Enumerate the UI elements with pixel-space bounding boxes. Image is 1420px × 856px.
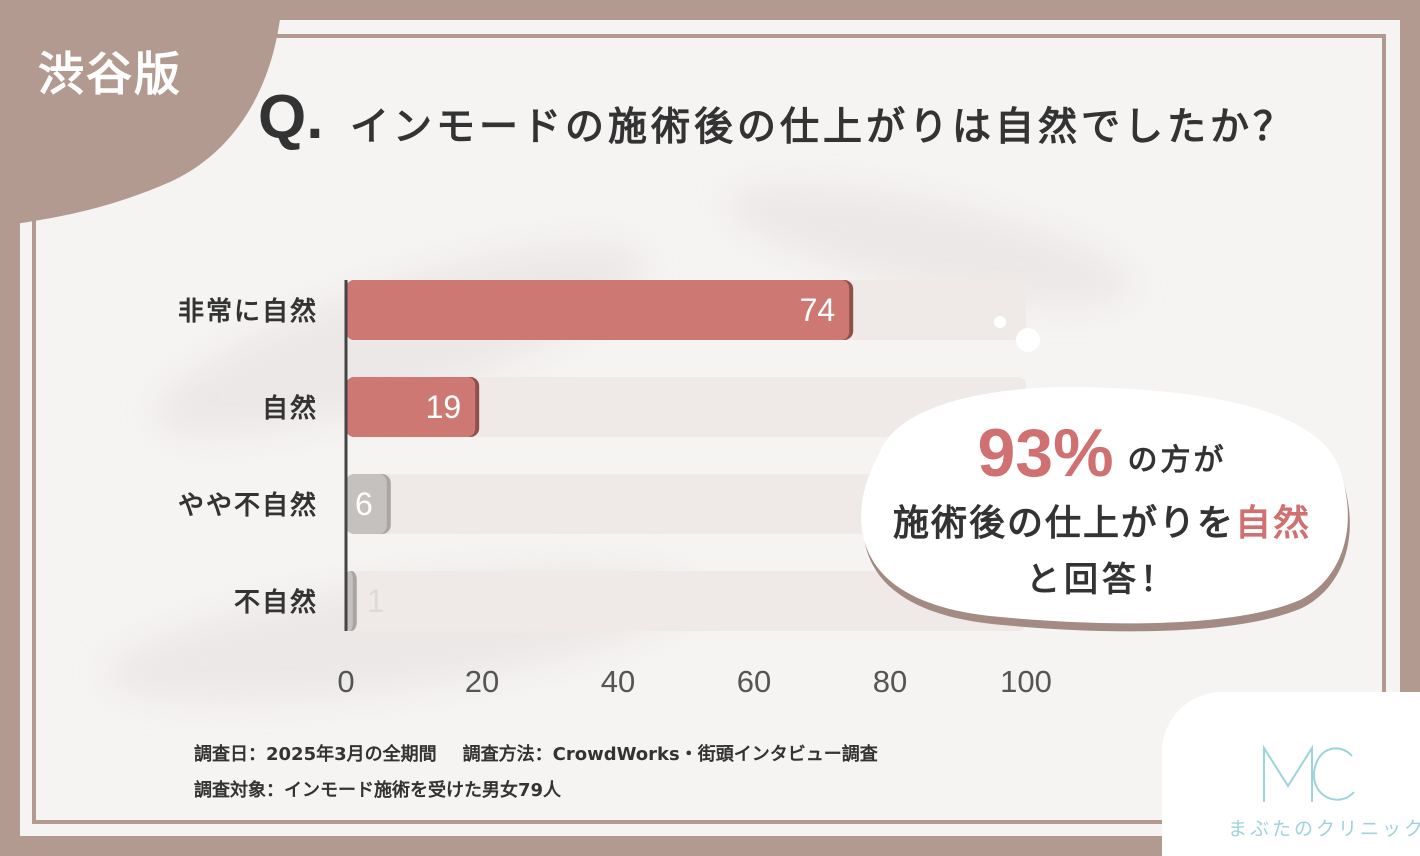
callout-line1: 93% の方が: [862, 414, 1342, 492]
bubble-dot: [1016, 328, 1040, 352]
x-tick-label: 40: [601, 664, 635, 699]
bar-value-label: 1: [367, 583, 385, 619]
survey-date: 調査日：2025年3月の全期間: [194, 744, 437, 765]
callout-line2-prefix: 施術後の仕上がりを: [892, 503, 1235, 544]
callout-highlight: 自然: [1235, 503, 1312, 544]
bar-value-label: 6: [355, 486, 373, 522]
x-tick-label: 100: [1000, 664, 1052, 699]
category-label: 自然: [262, 393, 318, 424]
callout-line1-rest: の方が: [1127, 443, 1227, 478]
x-tick-label: 80: [873, 664, 907, 699]
x-tick-label: 20: [465, 664, 499, 699]
logo-area: [1162, 692, 1420, 856]
bar-track: [346, 377, 1026, 437]
area-tag: 渋谷版: [38, 47, 182, 101]
survey-notes-line1: 調査日：2025年3月の全期間 調査方法：CrowdWorks・街頭インタビュー調…: [194, 740, 878, 766]
category-label: やや不自然: [178, 490, 318, 521]
clinic-name: まぶたのクリニック: [1228, 818, 1420, 840]
bar: [346, 571, 353, 631]
panel-border: [32, 34, 1386, 824]
bar-value-label: 74: [800, 292, 836, 328]
survey-method: 調査方法：CrowdWorks・街頭インタビュー調査: [462, 744, 878, 765]
survey-target: 調査対象：インモード施術を受けた男女79人: [194, 780, 562, 801]
bar: [346, 280, 850, 340]
callout-line2: 施術後の仕上がりを自然: [862, 494, 1342, 546]
clinic-logo-mark: [1263, 744, 1355, 802]
callout-text: 93% の方が 施術後の仕上がりを自然 と回答！: [862, 414, 1342, 601]
category-label: 非常に自然: [178, 296, 318, 327]
callout-line3: と回答！: [1026, 560, 1178, 600]
bar: [346, 474, 387, 534]
bar-value-label: 19: [426, 389, 462, 425]
callout-percent: 93%: [977, 415, 1114, 491]
bubble-dot: [994, 316, 1006, 328]
bar: [346, 377, 476, 437]
x-tick-label: 60: [737, 664, 771, 699]
category-label: 不自然: [234, 587, 318, 618]
question-mark: Q.: [258, 83, 324, 152]
question-title: インモードの施術後の仕上がりは自然でしたか？: [350, 105, 1297, 150]
bar-track: [346, 474, 1026, 534]
x-tick-label: 0: [337, 664, 354, 699]
corner-shape: [0, 0, 282, 226]
bar-track: [346, 571, 1026, 631]
